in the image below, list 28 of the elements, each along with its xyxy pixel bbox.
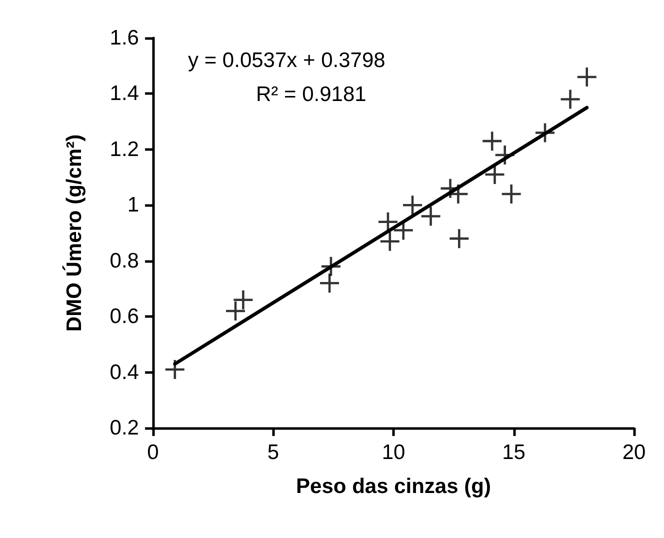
annotation: R² = 0.9181 [256,83,366,106]
point [450,229,469,248]
annotation: y = 0.0537x + 0.3798 [188,49,386,72]
y-tick-label: 1.2 [110,138,139,161]
point [378,212,398,232]
y-tick-label: 1 [127,194,139,217]
x-tick-label: 10 [382,441,406,464]
x-axis-title: Peso das cinzas (g) [296,475,491,498]
x-tick-label: 5 [267,441,280,464]
y-tick-label: 0.4 [110,360,140,384]
y-axis-title: DMO Úmero (g/cm²) [62,134,86,332]
point [560,90,580,109]
point [421,206,440,226]
point [380,232,400,251]
y-tick-label: 0.8 [110,249,139,272]
y-tick-label: 0.2 [110,416,139,440]
y-tick-label: 1.4 [110,82,140,106]
point [502,184,521,204]
x-tick-label: 0 [147,441,159,464]
x-tick-label: 15 [502,441,526,464]
point [485,165,504,184]
point [577,68,596,86]
y-tick-label: 0.6 [110,305,139,328]
x-tick-label: 20 [622,441,646,464]
y-tick-label: 1.6 [110,26,139,50]
point [320,274,340,293]
point [234,290,253,310]
point [403,196,422,215]
